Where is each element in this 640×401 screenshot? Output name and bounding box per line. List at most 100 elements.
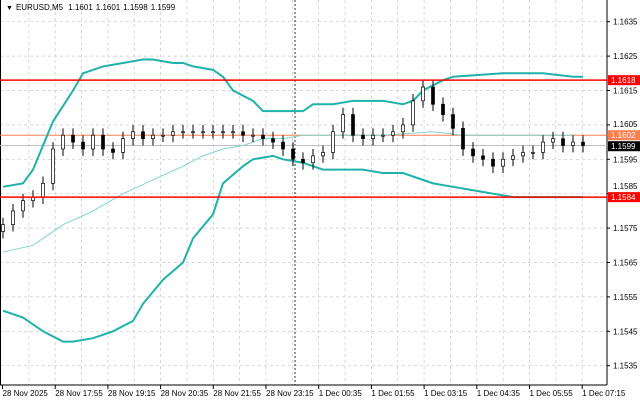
high-value: 1.1601 (95, 3, 121, 12)
candle-body (531, 152, 535, 154)
candle-body (321, 152, 325, 157)
candle-body (161, 134, 165, 137)
candle-body (131, 131, 135, 140)
resistance-price-label: 1.1618 (611, 76, 636, 85)
candle-body (471, 148, 475, 157)
price-tick-label: 1.1585 (613, 182, 638, 191)
candle-body (461, 127, 465, 150)
time-tick-label: 1 Dec 07:15 (582, 389, 626, 398)
candle-body (121, 138, 125, 153)
candle-body (211, 131, 215, 134)
candle-body (361, 134, 365, 140)
candle-body (51, 148, 55, 184)
candle-body (391, 131, 395, 136)
price-tick-label: 1.1635 (613, 18, 638, 27)
support-price-tag (608, 192, 640, 203)
candle-body (581, 141, 585, 146)
close-value: 1.1599 (150, 3, 176, 12)
dropdown-triangle-icon[interactable]: ▼ (6, 5, 13, 12)
candle-body (41, 183, 45, 198)
resistance-price-tag (608, 75, 640, 86)
time-tick-label: 1 Dec 03:15 (424, 389, 468, 398)
candle-body (431, 86, 435, 105)
candle-body (221, 131, 225, 134)
price-tick-label: 1.1615 (613, 87, 638, 96)
candle-body (181, 131, 185, 134)
candle-body (401, 124, 405, 133)
candle-body (521, 152, 525, 157)
candle-body (151, 134, 155, 140)
candle-body (171, 131, 175, 136)
candle-body (421, 86, 425, 102)
candle-body (331, 131, 335, 153)
bid-price-tag (608, 141, 640, 152)
candle-body (411, 100, 415, 126)
time-tick-label: 1 Dec 01:55 (371, 389, 415, 398)
chart-header: ▼ EURUSD,M5 1.1601 1.1601 1.1598 1.1599 (6, 3, 178, 12)
time-tick-label: 28 Nov 17:55 (55, 389, 103, 398)
candle-body (441, 103, 445, 115)
price-tick-label: 1.1575 (613, 224, 638, 233)
candle-body (281, 141, 285, 150)
price-tick-label: 1.1555 (613, 293, 638, 302)
candle-body (71, 134, 75, 143)
candle-body (231, 131, 235, 134)
time-tick-label: 1 Dec 05:55 (530, 389, 574, 398)
price-tick-label: 1.1545 (613, 327, 638, 336)
candle-body (561, 138, 565, 146)
time-tick-label: 28 Nov 23:15 (266, 389, 314, 398)
candle-body (371, 134, 375, 140)
candle-body (381, 134, 385, 137)
candle-body (111, 148, 115, 153)
low-value: 1.1598 (123, 3, 148, 12)
time-tick-label: 28 Nov 21:55 (213, 389, 261, 398)
time-tick-label: 28 Nov 19:15 (108, 389, 156, 398)
candle-body (301, 158, 305, 164)
candle-body (141, 131, 145, 140)
candle-body (551, 138, 555, 143)
candle-body (1, 224, 5, 232)
candle-body (571, 141, 575, 146)
bollinger-upper-band (2, 58, 583, 188)
time-tick-label: 1 Dec 00:35 (319, 389, 363, 398)
candle-body (101, 134, 105, 150)
bid-price-label: 1.1599 (611, 142, 636, 151)
candle-body (491, 158, 495, 167)
candle-body (311, 155, 315, 164)
price-tick-label: 1.1565 (613, 259, 638, 268)
candle-body (261, 134, 265, 140)
time-tick-label: 28 Nov 20:35 (161, 389, 209, 398)
candle-body (61, 134, 65, 150)
support-price-label: 1.1584 (611, 193, 636, 202)
open-price-label: 1.1602 (611, 131, 636, 140)
symbol-label: EURUSD,M5 (15, 3, 64, 12)
candle-body (241, 131, 245, 136)
candle-body (501, 158, 505, 167)
candle-body (91, 134, 95, 150)
candle-body (11, 210, 15, 226)
open-value: 1.1601 (68, 3, 93, 12)
candle-body (251, 134, 255, 137)
candle-body (21, 200, 25, 212)
open-price-tag (608, 130, 640, 141)
bollinger-lower-band (2, 154, 583, 343)
candle-body (341, 114, 345, 133)
price-tick-label: 1.1625 (613, 52, 638, 61)
candle-body (351, 114, 355, 136)
time-tick-label: 28 Nov 2025 (3, 389, 49, 398)
candle-body (271, 138, 275, 143)
candle-body (451, 114, 455, 129)
candle-body (511, 155, 515, 160)
price-tick-label: 1.1605 (613, 120, 638, 129)
candle-body (481, 155, 485, 160)
candle-body (191, 131, 195, 134)
candle-body (201, 131, 205, 134)
price-tick-label: 1.1595 (613, 155, 638, 164)
candle-body (291, 148, 295, 160)
time-tick-label: 1 Dec 04:35 (477, 389, 521, 398)
candle-body (81, 141, 85, 150)
price-tick-label: 1.1535 (613, 362, 638, 371)
candle-body (541, 141, 545, 153)
